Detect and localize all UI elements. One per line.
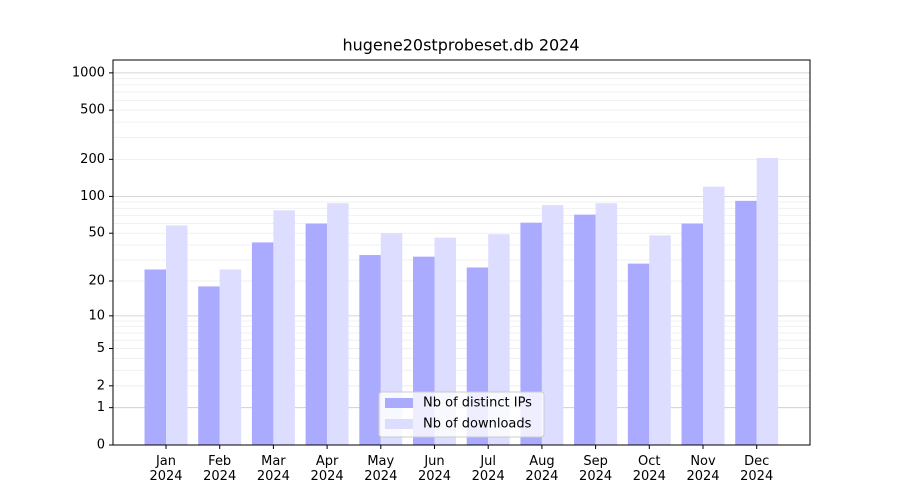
bar: [541, 205, 564, 445]
x-tick-label: Jul 2024: [471, 454, 505, 484]
x-tick-label: Sep 2024: [579, 454, 613, 484]
legend-label: Nb of downloads: [423, 417, 532, 432]
y-tick-label: 10: [88, 308, 105, 323]
legend-box: [378, 391, 545, 438]
bar: [359, 255, 381, 445]
x-tick-label: Oct 2024: [632, 454, 666, 484]
x-tick-label: Mar 2024: [256, 454, 290, 484]
bar: [627, 263, 650, 445]
y-tick-label: 100: [80, 189, 105, 204]
bar: [273, 210, 295, 445]
legend-label: Nb of distinct IPs: [423, 396, 532, 411]
bar: [144, 269, 166, 445]
plot-frame: [112, 59, 811, 446]
bar: [649, 235, 671, 445]
bar: [756, 158, 779, 445]
x-tick-label: Jan 2024: [149, 454, 183, 484]
chart-title: hugene20stprobeset.db 2024: [342, 36, 579, 55]
y-tick-label: 1000: [72, 65, 105, 80]
bar: [327, 203, 349, 445]
x-tick-label: Aug 2024: [525, 454, 559, 484]
x-tick-label: Apr 2024: [310, 454, 344, 484]
y-tick-label: 5: [97, 341, 105, 356]
bar: [198, 286, 220, 445]
x-tick-label: Nov 2024: [686, 454, 720, 484]
x-tick-label: Feb 2024: [203, 454, 237, 484]
bar: [574, 214, 596, 445]
legend-swatch: [385, 398, 413, 408]
x-tick-label: May 2024: [364, 454, 398, 484]
bar: [703, 186, 725, 445]
y-tick-label: 0: [97, 438, 105, 453]
bar: [251, 242, 274, 445]
bar: [681, 223, 703, 445]
bar: [735, 200, 757, 445]
legend: Nb of distinct IPs Nb of downloads: [378, 391, 545, 438]
x-tick-label: Jun 2024: [417, 454, 452, 484]
bar: [305, 223, 328, 445]
bar: [219, 269, 242, 445]
y-tick-label: 1: [97, 400, 105, 415]
y-tick-label: 50: [88, 226, 105, 241]
bar: [595, 203, 618, 445]
y-tick-label: 20: [88, 274, 105, 289]
legend-swatch: [385, 419, 413, 429]
y-tick-label: 2: [97, 378, 105, 393]
bar: [520, 222, 542, 445]
y-tick-label: 500: [80, 103, 105, 118]
bar: [166, 225, 188, 445]
y-tick-label: 200: [80, 152, 105, 167]
x-tick-label: Dec 2024: [740, 454, 774, 484]
